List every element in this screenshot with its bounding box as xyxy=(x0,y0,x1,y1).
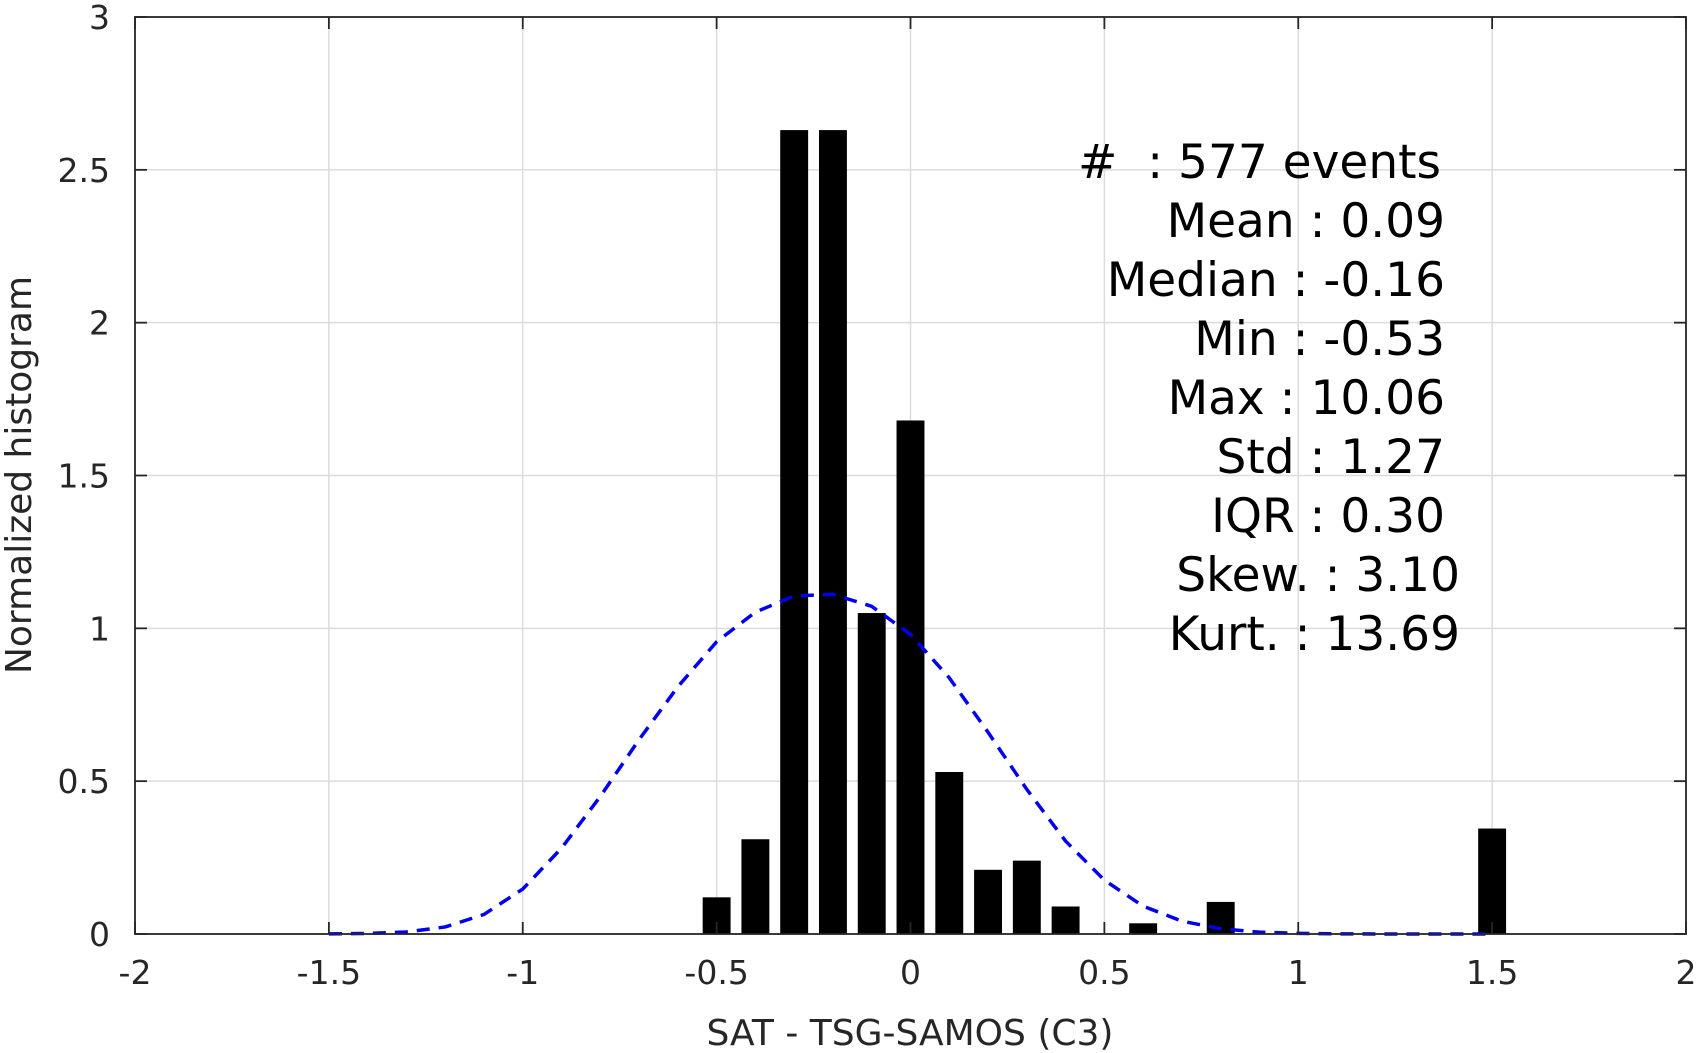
histogram-bar xyxy=(1129,923,1158,934)
histogram-bar xyxy=(935,771,964,934)
histogram-bar xyxy=(1478,828,1507,934)
histogram-bar xyxy=(1051,906,1080,934)
x-tick-label: 0.5 xyxy=(1078,953,1130,992)
x-tick-label: 1.5 xyxy=(1466,953,1518,992)
x-tick-labels: -2 -1.5 -1 -0.5 0 0.5 1 1.5 2 xyxy=(119,953,1697,992)
y-axis-label: Normalized histogram xyxy=(0,276,40,674)
stat-skew: Skew. : 3.10 xyxy=(1176,548,1460,603)
stat-std: Std : 1.27 xyxy=(1217,430,1445,485)
x-tick-label: 2 xyxy=(1676,953,1697,992)
stat-median: Median : -0.16 xyxy=(1107,253,1445,308)
stat-mean: Mean : 0.09 xyxy=(1167,194,1445,249)
x-axis-label: SAT - TSG-SAMOS (C3) xyxy=(707,1013,1114,1053)
histogram-bar xyxy=(780,130,809,934)
stat-min: Min : -0.53 xyxy=(1194,312,1445,367)
axes-frame xyxy=(134,16,1687,935)
x-tick-label: -2 xyxy=(119,953,152,992)
y-tick-label: 1.5 xyxy=(58,457,110,496)
y-tick-labels: 0 0.5 1 1.5 2 2.5 3 xyxy=(58,0,110,954)
x-tick-label: 0 xyxy=(900,953,921,992)
stat-max: Max : 10.06 xyxy=(1168,371,1445,426)
x-tick-label: -0.5 xyxy=(684,953,748,992)
x-tick-label: -1 xyxy=(506,953,539,992)
y-tick-label: 1 xyxy=(89,609,110,648)
stat-count: # : 577 events xyxy=(1078,135,1441,190)
statistics-annotation: # : 577 events Mean : 0.09 Median : -0.1… xyxy=(1078,135,1460,662)
x-tick-label: -1.5 xyxy=(297,953,361,992)
histogram-bar xyxy=(1012,860,1041,934)
y-tick-label: 0 xyxy=(89,915,110,954)
x-tick-label: 1 xyxy=(1288,953,1309,992)
histogram-bar xyxy=(857,613,886,934)
y-tick-label: 0.5 xyxy=(58,762,110,801)
y-tick-label: 2 xyxy=(89,304,110,343)
y-tick-label: 3 xyxy=(89,0,110,37)
histogram-bar xyxy=(818,130,847,934)
histogram-bar xyxy=(896,420,925,935)
histogram-bar xyxy=(741,839,770,934)
y-tick-label: 2.5 xyxy=(58,151,110,190)
histogram-bars xyxy=(702,130,1507,935)
stat-iqr: IQR : 0.30 xyxy=(1211,489,1445,544)
histogram-bar xyxy=(974,869,1003,934)
stat-kurt: Kurt. : 13.69 xyxy=(1169,607,1460,662)
